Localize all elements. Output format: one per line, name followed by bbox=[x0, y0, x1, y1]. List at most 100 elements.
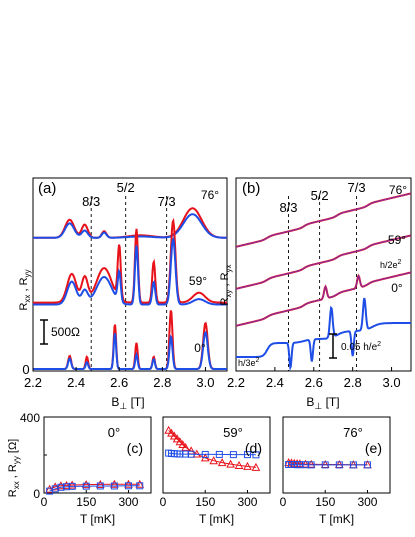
x-tick-label-0: 0 bbox=[280, 495, 287, 509]
data-point-triangle bbox=[251, 462, 261, 471]
trace-b-purple-0 bbox=[236, 192, 411, 248]
panel-b-traces bbox=[236, 192, 411, 371]
angle-label-a-0: 76° bbox=[201, 188, 219, 202]
fraction-label-2: 7/3 bbox=[348, 180, 366, 195]
data-point-triangle bbox=[178, 439, 188, 449]
panel-b-fraction-lines bbox=[288, 196, 358, 371]
panel-b: (b) 8/3 5/2 7/3 76° 59° 0° 2.2 2.4 2.6 2.8 3.0 h… bbox=[219, 177, 412, 411]
panel-b-scale-bar-label: 0.05 h/e2 bbox=[341, 341, 381, 353]
panel-label: (c) bbox=[127, 440, 143, 456]
fraction-label-1: 5/2 bbox=[311, 188, 329, 203]
x-tick-label-3: 2.8 bbox=[344, 375, 362, 390]
data-point-triangle bbox=[81, 480, 91, 489]
panel-a-scale-bar: 500Ω bbox=[40, 319, 80, 345]
data-point-triangle bbox=[110, 479, 119, 488]
panel-b-plateau-h2e2: h/2e2 bbox=[380, 259, 402, 270]
angle-label-b-2: 0° bbox=[391, 281, 403, 295]
data-point-triangle bbox=[62, 480, 71, 489]
x-tick-label-2: 300 bbox=[118, 495, 138, 509]
panel-a-fraction-lines bbox=[90, 196, 168, 371]
data-point-square bbox=[68, 482, 76, 490]
angle-label: 0° bbox=[108, 425, 120, 440]
data-point-triangle bbox=[95, 479, 105, 488]
data-point-triangle bbox=[226, 459, 235, 468]
data-point-triangle bbox=[124, 479, 133, 488]
angle-label: 76° bbox=[343, 425, 363, 440]
trace-a-rxx-2 bbox=[33, 310, 227, 370]
data-point-square bbox=[136, 482, 144, 490]
data-point-square bbox=[215, 450, 223, 458]
panel-frame bbox=[282, 416, 391, 494]
panel-a-y-zero: 0 bbox=[22, 362, 29, 377]
x-tick-label-4: 3.0 bbox=[196, 375, 214, 390]
data-point-triangle bbox=[234, 460, 244, 469]
data-point-square bbox=[229, 451, 237, 459]
panel-c-y-axis-label: Rxx , Ryy [Ω] bbox=[7, 439, 21, 497]
x-tick-label-2: 2.6 bbox=[110, 375, 128, 390]
trace-b-red-2 bbox=[236, 271, 411, 327]
x-tick-label-4: 3.0 bbox=[383, 375, 401, 390]
angle-label-b-1: 59° bbox=[388, 233, 406, 247]
panel-label: (e) bbox=[365, 440, 382, 456]
data-point-square bbox=[110, 482, 118, 490]
x-tick-label-2: 300 bbox=[237, 495, 257, 509]
panel-a-fraction-labels: 8/3 5/2 7/3 bbox=[82, 180, 176, 209]
x-tick-label-1: 2.4 bbox=[67, 375, 85, 390]
panel-a-scale-bar-label: 500Ω bbox=[51, 325, 80, 339]
x-tick-label-1: 150 bbox=[76, 495, 96, 509]
series-line-1 bbox=[168, 452, 256, 456]
trace-b-purple-1 bbox=[236, 234, 411, 290]
data-point-square bbox=[363, 461, 371, 469]
panel-b-y-axis-label: Rxy , Ryx bbox=[219, 264, 233, 305]
x-tick-label-2: 300 bbox=[357, 495, 377, 509]
data-point-square bbox=[321, 461, 329, 469]
angle-label: 59° bbox=[223, 425, 243, 440]
panel-label: (d) bbox=[245, 440, 262, 456]
x-tick-label-2: 2.6 bbox=[305, 375, 323, 390]
trace-b-purple-2 bbox=[236, 271, 411, 327]
panel-b-frame bbox=[235, 177, 412, 372]
panel-a-x-ticks: 2.2 2.4 2.6 2.8 3.0 bbox=[24, 367, 214, 390]
y-tick-label-2: 400 bbox=[20, 411, 40, 425]
angle-label-b-0: 76° bbox=[389, 183, 407, 197]
panel-a-frame bbox=[32, 177, 228, 372]
data-point-square bbox=[124, 482, 132, 490]
data-point-triangle bbox=[67, 480, 77, 489]
data-point-triangle bbox=[181, 442, 190, 451]
x-tick-label-1: 150 bbox=[315, 495, 335, 509]
panel-a-x-axis-label: B⊥ [T] bbox=[111, 395, 144, 411]
x-tick-label-1: 2.4 bbox=[266, 375, 284, 390]
panel-b-scale-bar: 0.05 h/e2 bbox=[329, 333, 381, 359]
trace-a-rxx-1 bbox=[33, 217, 227, 304]
data-point-triangle bbox=[50, 482, 60, 491]
trace-a-ryy-2 bbox=[33, 330, 227, 370]
trace-a-ryy-1 bbox=[33, 236, 227, 306]
data-point-square bbox=[82, 482, 90, 490]
data-point-square bbox=[252, 451, 260, 459]
panel-b-label: (b) bbox=[242, 180, 260, 197]
panel-b-angle-labels: 76° 59° 0° bbox=[388, 183, 407, 295]
data-point-triangle bbox=[172, 434, 182, 443]
panel-c: 0 150 300 0 400 T [mK] 0° (c) bbox=[20, 411, 152, 526]
data-point-triangle bbox=[164, 425, 173, 434]
y-tick-label-0: 0 bbox=[33, 487, 40, 501]
x-axis-label: T [mK] bbox=[80, 512, 115, 526]
panel-a: (a) 8/3 5/2 7/3 76° 59° 0° 2.2 2.4 2.6 2.8 3.0 0… bbox=[18, 177, 228, 411]
panel-b-fraction-labels: 8/3 5/2 7/3 bbox=[279, 180, 365, 215]
data-point-square bbox=[96, 482, 104, 490]
data-point-square bbox=[201, 450, 209, 458]
data-point-triangle bbox=[135, 479, 145, 488]
data-point-triangle bbox=[301, 459, 310, 468]
data-point-square bbox=[307, 461, 315, 469]
data-point-square bbox=[349, 461, 357, 469]
data-point-triangle bbox=[169, 431, 179, 440]
panel-a-angle-labels: 76° 59° 0° bbox=[189, 188, 219, 355]
panel-a-label: (a) bbox=[38, 180, 56, 197]
data-point-square bbox=[187, 450, 195, 458]
x-tick-label-0: 2.2 bbox=[24, 375, 42, 390]
panel-b-x-axis-label: B⊥ [T] bbox=[306, 395, 339, 411]
